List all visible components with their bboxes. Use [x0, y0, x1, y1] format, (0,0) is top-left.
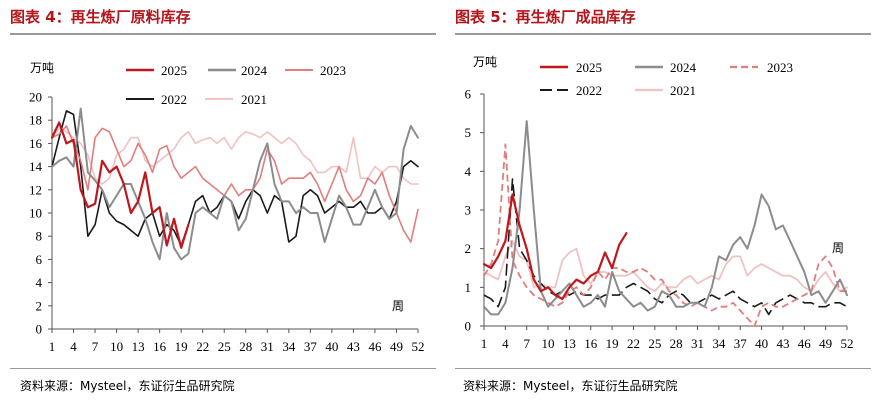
left-legend-label-2021: 2021: [241, 92, 267, 107]
right-x-tick-label: 34: [712, 336, 726, 351]
right-series-2024-line: [483, 120, 848, 316]
right-y-tick-label: 3: [465, 203, 472, 218]
left-x-axis-title: 周: [392, 299, 404, 313]
left-chart-title: 图表 4：再生炼厂原料库存: [10, 8, 191, 26]
left-x-tick-label: 25: [218, 339, 231, 354]
right-source-rule: [455, 368, 871, 369]
right-x-tick-label: 13: [563, 336, 576, 351]
left-y-axis-title: 万吨: [30, 61, 54, 75]
left-source-text: 资料来源：Mysteel，东证衍生品研究院: [20, 379, 235, 393]
left-x-tick-label: 16: [153, 339, 167, 354]
left-legend-label-2025: 2025: [161, 63, 187, 78]
left-y-tick-label: 8: [36, 229, 43, 244]
right-x-tick-label: 16: [584, 336, 598, 351]
left-x-tick-label: 49: [390, 339, 403, 354]
right-x-tick-label: 10: [542, 336, 555, 351]
right-chart-title: 图表 5：再生炼厂成品库存: [455, 8, 636, 26]
right-legend-label-2023: 2023: [767, 60, 793, 75]
left-x-tick-label: 40: [325, 339, 338, 354]
left-x-tick-label: 7: [92, 339, 99, 354]
left-y-tick-label: 6: [36, 252, 43, 267]
right-y-tick-label: 1: [465, 280, 472, 295]
left-y-tick-label: 20: [29, 90, 42, 105]
left-y-tick-label: 0: [36, 322, 43, 337]
left-series-2021-line: [51, 127, 419, 185]
left-y-tick-label: 12: [29, 182, 42, 197]
left-series-2023-line: [51, 125, 419, 243]
right-x-tick-label: 49: [819, 336, 832, 351]
left-x-tick-label: 22: [196, 339, 209, 354]
left-x-tick-label: 10: [110, 339, 123, 354]
right-legend-label-2021: 2021: [670, 83, 696, 98]
left-x-tick-label: 13: [132, 339, 145, 354]
right-x-tick-label: 7: [523, 336, 530, 351]
left-source-rule: [10, 368, 436, 369]
left-legend-label-2024: 2024: [241, 63, 268, 78]
right-y-tick-label: 2: [465, 241, 472, 256]
left-legend-label-2023: 2023: [320, 63, 346, 78]
right-x-tick-label: 28: [670, 336, 683, 351]
left-title-rule: [10, 33, 436, 35]
left-series-2025-line: [50, 121, 190, 249]
left-series-2022-line: [51, 110, 419, 247]
right-x-tick-label: 4: [502, 336, 509, 351]
right-x-tick-label: 19: [606, 336, 619, 351]
left-x-tick-label: 19: [175, 339, 188, 354]
right-x-tick-label: 43: [776, 336, 789, 351]
left-x-tick-label: 43: [347, 339, 360, 354]
left-x-tick-label: 28: [239, 339, 252, 354]
left-y-tick-label: 10: [29, 206, 42, 221]
right-x-tick-label: 46: [798, 336, 812, 351]
left-x-tick-label: 4: [70, 339, 77, 354]
right-y-tick-label: 4: [465, 164, 472, 179]
left-x-tick-label: 34: [282, 339, 296, 354]
right-y-tick-label: 6: [465, 87, 472, 102]
left-x-tick-label: 46: [368, 339, 382, 354]
left-y-tick-label: 16: [29, 136, 43, 151]
left-y-tick-label: 18: [29, 113, 42, 128]
right-series-2023-line: [483, 143, 847, 327]
right-x-tick-label: 40: [755, 336, 768, 351]
right-x-tick-label: 25: [648, 336, 661, 351]
right-x-tick-label: 52: [841, 336, 854, 351]
left-x-tick-label: 52: [412, 339, 425, 354]
right-x-tick-label: 31: [691, 336, 704, 351]
right-x-axis-title: 周: [832, 241, 844, 255]
right-series-2025-line: [482, 193, 628, 300]
left-x-tick-label: 37: [304, 339, 318, 354]
right-legend-label-2025: 2025: [576, 60, 602, 75]
left-x-tick-label: 1: [49, 339, 56, 354]
right-x-tick-label: 1: [481, 336, 488, 351]
right-legend-label-2024: 2024: [670, 60, 697, 75]
left-y-tick-label: 2: [36, 298, 43, 313]
right-legend-label-2022: 2022: [576, 83, 602, 98]
right-y-tick-label: 5: [465, 125, 472, 140]
right-x-tick-label: 22: [627, 336, 640, 351]
right-title-rule: [455, 33, 871, 35]
right-source-text: 资料来源：Mysteel，东证衍生品研究院: [463, 379, 678, 393]
left-x-tick-label: 31: [261, 339, 274, 354]
right-y-tick-label: 0: [465, 319, 472, 334]
left-y-tick-label: 14: [29, 159, 43, 174]
right-x-tick-label: 37: [734, 336, 748, 351]
left-series-2024-line: [51, 107, 419, 261]
right-series-2021-line: [483, 240, 848, 293]
left-y-tick-label: 4: [36, 275, 43, 290]
right-y-axis-title: 万吨: [473, 55, 497, 69]
left-legend-label-2022: 2022: [161, 92, 187, 107]
right-series-2022-line: [483, 178, 848, 316]
